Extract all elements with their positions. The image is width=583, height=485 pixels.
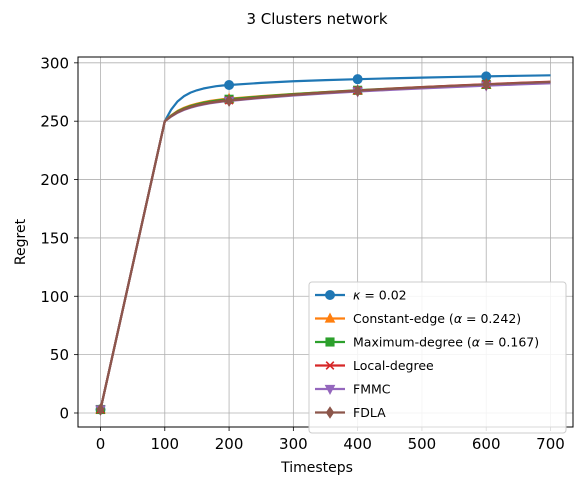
y-tick-label: 0 xyxy=(59,404,69,422)
x-tick-label: 200 xyxy=(215,435,244,453)
y-tick-label: 200 xyxy=(40,171,69,189)
legend-box xyxy=(308,281,567,434)
series-point xyxy=(353,84,362,98)
series-point xyxy=(96,403,105,416)
legend-item: FDLA xyxy=(315,405,386,420)
plot-series xyxy=(95,71,551,416)
y-tick-label: 150 xyxy=(40,229,69,247)
legend-marker xyxy=(325,290,335,300)
legend-marker xyxy=(324,384,336,396)
legend-item: FMMC xyxy=(315,382,391,397)
x-tick-label: 0 xyxy=(96,435,106,453)
y-tick-label: 50 xyxy=(50,346,69,364)
axis-ticks: 0 100 200 300 400 500 600 700 0 50 100 150 200 250 300 xyxy=(40,54,564,453)
legend-marker xyxy=(325,406,335,419)
y-tick-label: 300 xyxy=(40,54,69,72)
series-point xyxy=(224,94,234,107)
legend-label: Constant-edge (α = 0.242) xyxy=(353,311,521,326)
x-tick-label: 500 xyxy=(408,435,437,453)
x-tick-label: 100 xyxy=(150,435,179,453)
legend-item: Maximum-degree (α = 0.167) xyxy=(315,335,539,350)
chart-title: 3 Clusters network xyxy=(246,10,387,28)
series-point xyxy=(224,80,235,91)
legend-marker xyxy=(325,337,335,347)
x-axis-title: Timesteps xyxy=(280,460,353,476)
legend-label: Maximum-degree (α = 0.167) xyxy=(353,335,539,350)
legend-item: Local-degree xyxy=(315,358,434,373)
legend-label: FMMC xyxy=(353,382,391,397)
legend-item: Constant-edge (α = 0.242) xyxy=(315,311,521,326)
legend-label: Local-degree xyxy=(353,358,434,373)
y-tick-label: 250 xyxy=(40,113,69,131)
x-tick-label: 600 xyxy=(472,435,501,453)
grid xyxy=(78,57,573,427)
legend: κ = 0.02 Constant-edge (α = 0.242) Maximum… xyxy=(308,281,567,434)
legend-label: FDLA xyxy=(353,405,386,420)
series-point xyxy=(482,78,491,91)
series-point xyxy=(352,74,363,85)
x-tick-label: 300 xyxy=(279,435,308,453)
x-tick-label: 700 xyxy=(536,435,565,453)
y-axis-title: Regret xyxy=(13,218,29,265)
legend-item: κ = 0.02 xyxy=(315,288,407,303)
legend-marker xyxy=(325,361,335,370)
legend-marker xyxy=(324,312,336,323)
x-tick-label: 400 xyxy=(343,435,372,453)
series-5 xyxy=(96,78,551,416)
legend-label: κ = 0.02 xyxy=(353,288,407,303)
y-tick-label: 100 xyxy=(40,288,69,306)
